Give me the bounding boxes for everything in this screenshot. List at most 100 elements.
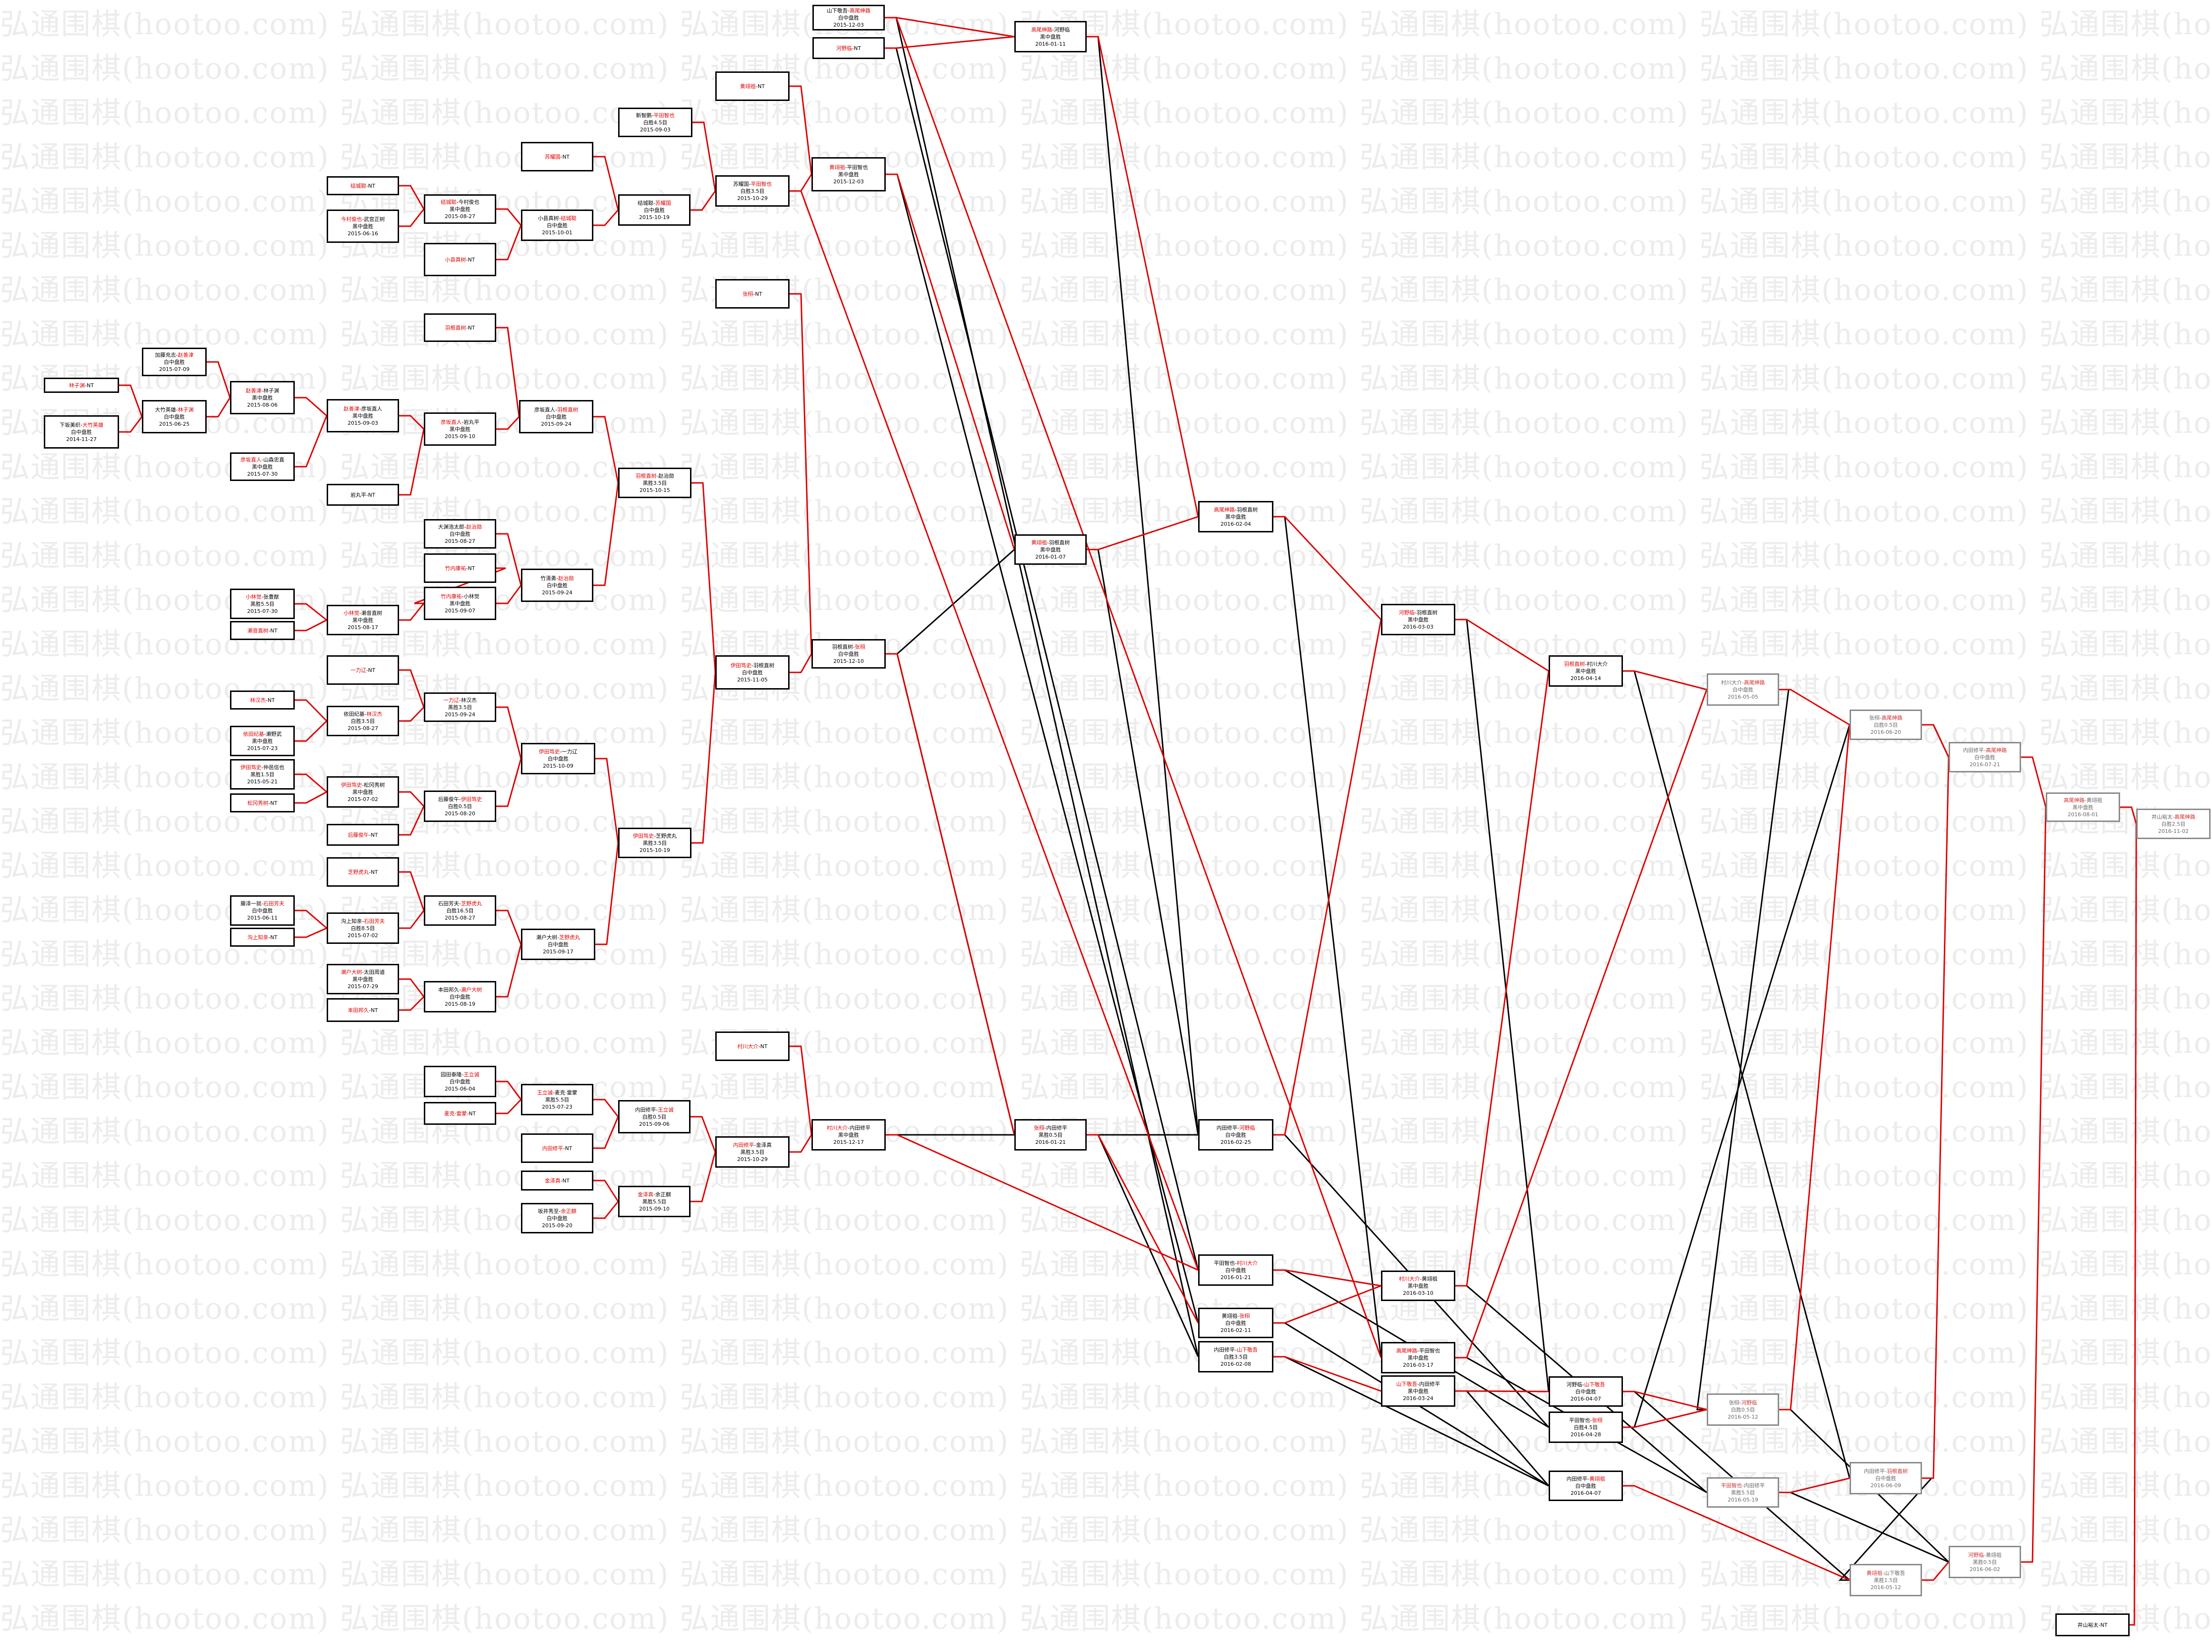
winner-name: 高尾绅路 <box>1881 714 1902 721</box>
match-node: 濑户大树-太田周道 黑中盘胜 2015-07-29 <box>327 964 399 994</box>
match-node: 黄翊祖-羽根直树 黑中盘胜 2016-01-07 <box>1014 534 1087 565</box>
winner-name: 小林觉 <box>343 610 360 616</box>
player-separator: - <box>556 575 558 581</box>
match-players: 濑音直树-NT <box>248 627 278 634</box>
match-date: 2016-04-07 <box>1571 1490 1601 1496</box>
watermark-line: 弘通围棋(hootoo.com) 弘通围棋(hootoo.com) 弘通围棋(h… <box>0 1601 2212 1636</box>
match-players: 松冈秀树-NT <box>248 800 278 807</box>
winner-path-line <box>207 397 231 418</box>
watermark-line: 弘通围棋(hootoo.com) 弘通围棋(hootoo.com) 弘通围棋(h… <box>0 272 2212 307</box>
winner-name: 张栩 <box>854 643 865 650</box>
watermark-line: 弘通围棋(hootoo.com) 弘通围棋(hootoo.com) 弘通围棋(h… <box>0 538 2212 573</box>
winner-name: 苏耀国 <box>545 153 561 160</box>
winner-path-line <box>399 910 425 929</box>
match-node: 内田修平-高尾绅路 白中盘胜 2016-07-21 <box>1949 742 2021 772</box>
player-separator: - <box>559 215 561 221</box>
match-players: 河野临-羽根直树 <box>1399 609 1438 616</box>
player-name: 羽根直树 <box>1416 609 1438 616</box>
match-node: 张栩-高尾绅路 白胜0.5目 2016-06-20 <box>1850 710 1922 740</box>
winner-path-line <box>295 397 327 417</box>
match-node: 平田智也-内田修平 黑胜5.5目 2016-05-19 <box>1707 1477 1779 1508</box>
match-result: 白胜2.5目 <box>2161 821 2186 827</box>
match-result: 白胜3.5目 <box>350 718 375 724</box>
match-node: 林子渊-NT <box>44 378 119 393</box>
player-name: 黄翊祖 <box>2086 797 2102 803</box>
match-result: 黑胜5.5目 <box>545 1096 570 1103</box>
match-node: 张栩-NT <box>715 279 790 309</box>
player-name: 内田修平 <box>1566 1475 1588 1482</box>
match-node: 村川大介-高尾绅路 白中盘胜 2016-05-05 <box>1707 673 1779 706</box>
match-date: 2016-01-07 <box>1035 553 1066 560</box>
match-players: 河野临-山下敬吾 <box>1567 1381 1605 1388</box>
seed-tag: -NT <box>466 565 475 571</box>
player-separator: - <box>1739 1399 1742 1406</box>
match-players: 井山裕太-NT <box>2078 1622 2108 1629</box>
player-name: 内田修平 <box>1864 1468 1885 1474</box>
player-name: 羽根直树 <box>832 643 853 650</box>
match-node: 张栩-内田修平 黑胜0.5目 2016-01-21 <box>1014 1119 1087 1151</box>
player-name: 内田修平 <box>1963 747 1984 753</box>
winner-name: 石田芳夫 <box>363 918 385 924</box>
match-players: 后藤俊午-NT <box>348 831 378 839</box>
player-separator: - <box>459 697 461 703</box>
match-date: 2015-09-06 <box>639 1121 670 1127</box>
winner-path-line <box>496 910 522 945</box>
winner-name: 山下敬吾 <box>1396 1381 1417 1387</box>
match-players: 一力辽-林汉杰 <box>443 697 477 704</box>
watermark-line: 弘通围棋(hootoo.com) 弘通围棋(hootoo.com) 弘通围棋(h… <box>0 1202 2212 1237</box>
match-date: 2015-10-15 <box>640 487 670 493</box>
winner-name: 高尾绅路 <box>849 7 871 14</box>
player-name: 内田修平 <box>849 1124 871 1131</box>
winner-name: 张栩 <box>1591 1417 1602 1423</box>
player-name: 坂井秀至 <box>538 1208 559 1214</box>
winner-path-line <box>2021 756 2047 808</box>
match-node: 内田修平-黄翊祖 白中盘胜 2016-04-07 <box>1549 1471 1623 1501</box>
match-date: 2015-08-27 <box>445 538 475 544</box>
match-node: 芝野虎丸-NT <box>327 857 399 887</box>
winner-path-line <box>595 758 619 843</box>
winner-name: 彦坂直人 <box>440 419 462 425</box>
winner-path-line <box>399 996 425 1011</box>
player-separator: - <box>261 593 263 600</box>
winner-path-line <box>1273 1269 1381 1287</box>
match-players: 金泽真-NT <box>545 1177 570 1184</box>
match-date: 2016-03-24 <box>1403 1395 1433 1402</box>
player-separator: - <box>653 1191 655 1198</box>
match-node: 伊田笃史-芝野虎丸 黑胜3.5目 2015-10-19 <box>618 828 691 858</box>
player-separator: - <box>261 387 263 394</box>
match-node: 麦克·雷蒙-NT <box>424 1102 496 1125</box>
match-players: 后藤俊午-伊田笃史 <box>438 796 482 803</box>
watermark-line: 弘通围棋(hootoo.com) 弘通围棋(hootoo.com) 弘通围棋(h… <box>0 140 2212 174</box>
match-date: 2015-11-05 <box>737 676 768 683</box>
player-name: 本田邦久 <box>438 986 459 993</box>
match-node: 村川大介-NT <box>715 1031 790 1061</box>
player-name: 平田智也 <box>1569 1417 1590 1423</box>
winner-name: 林汉杰 <box>366 711 382 717</box>
player-separator: - <box>1885 1468 1887 1474</box>
winner-path-line <box>295 415 328 468</box>
player-name: 内田修平 <box>1214 1346 1235 1353</box>
player-separator: - <box>1235 1260 1237 1266</box>
match-node: 高尾绅路-羽根直树 黑中盘胜 2016-02-04 <box>1198 501 1273 532</box>
winner-path-line <box>295 720 328 742</box>
match-result: 白中盘胜 <box>838 651 859 657</box>
match-players: 园田泰隆-王立诚 <box>441 1071 480 1078</box>
match-players: 濑户大树-芝野虎丸 <box>536 934 580 941</box>
match-node: 后藤俊午-伊田笃史 白胜0.5目 2015-08-20 <box>424 791 496 822</box>
winner-path-line <box>399 603 425 621</box>
player-separator: - <box>848 1124 850 1131</box>
winner-name: 河野临 <box>1239 1124 1255 1131</box>
player-name: 新智鹏 <box>636 112 652 119</box>
match-date: 2015-09-20 <box>542 1222 572 1229</box>
winner-path-line <box>295 927 327 938</box>
player-separator: - <box>853 643 855 650</box>
match-players: 王立诚-麦克·雷蒙 <box>537 1089 577 1096</box>
match-result: 白中盘胜 <box>547 222 568 229</box>
match-date: 2016-03-03 <box>1403 623 1433 630</box>
player-separator: - <box>845 164 847 170</box>
winner-name: 黄翊祖 <box>1866 1570 1882 1576</box>
match-players: 村川大介-高尾绅路 <box>1721 679 1765 686</box>
winner-path-line <box>2120 806 2137 824</box>
match-date: 2015-09-07 <box>445 607 475 614</box>
winner-name: 村川大介 <box>1236 1260 1258 1266</box>
